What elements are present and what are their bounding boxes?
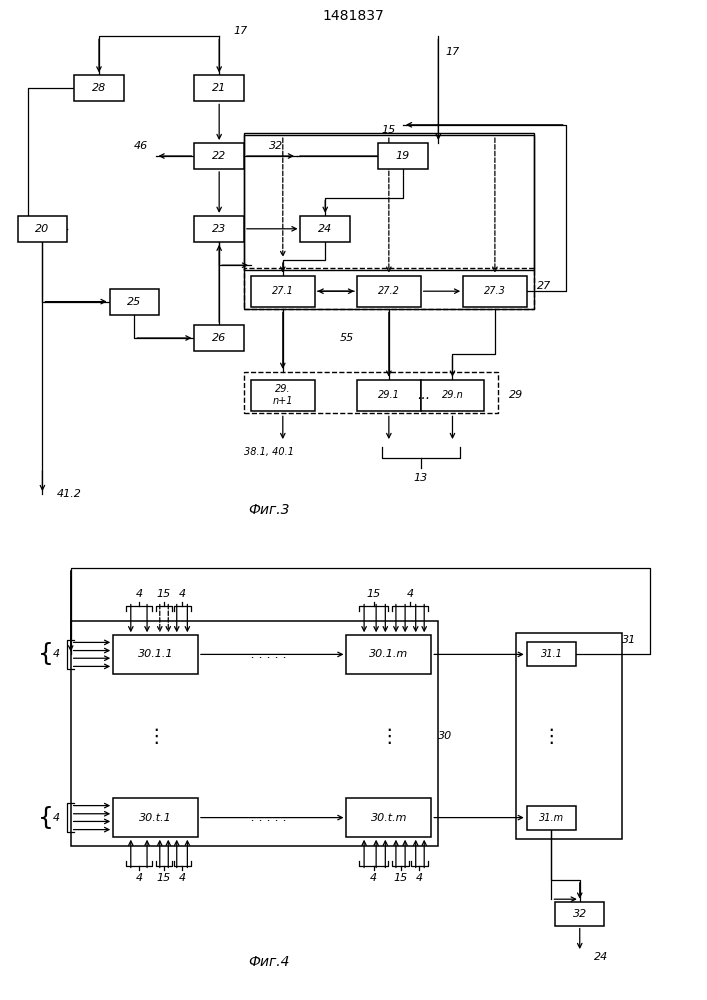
Text: 28: 28: [92, 83, 106, 93]
Text: 4: 4: [179, 589, 186, 599]
Text: 31.1: 31.1: [541, 649, 562, 659]
Text: 30.1.m: 30.1.m: [369, 649, 409, 659]
Bar: [378, 143, 428, 169]
Text: 22: 22: [212, 151, 226, 161]
Text: 4: 4: [135, 589, 143, 599]
Text: 13: 13: [414, 473, 428, 483]
Bar: [194, 143, 244, 169]
Text: ⋮: ⋮: [379, 726, 399, 746]
Text: 30.1.1: 30.1.1: [138, 649, 173, 659]
Text: ⋮: ⋮: [146, 726, 165, 746]
Bar: [251, 276, 315, 307]
Bar: [555, 902, 604, 926]
Bar: [346, 798, 431, 837]
Bar: [244, 372, 498, 413]
Bar: [18, 216, 67, 242]
Text: 19: 19: [396, 151, 410, 161]
Text: 31: 31: [622, 635, 636, 645]
Bar: [527, 642, 576, 666]
Text: 4: 4: [407, 589, 414, 599]
Text: 21: 21: [212, 83, 226, 93]
Bar: [244, 133, 534, 309]
Bar: [463, 276, 527, 307]
Text: Фиг.4: Фиг.4: [248, 955, 289, 969]
Text: 4: 4: [135, 873, 143, 883]
Text: 15: 15: [393, 873, 408, 883]
Bar: [113, 635, 198, 674]
Text: Фиг.3: Фиг.3: [248, 503, 289, 517]
Bar: [357, 276, 421, 307]
Text: 27.1: 27.1: [272, 286, 293, 296]
Text: 38.1, 40.1: 38.1, 40.1: [244, 447, 293, 457]
Text: . . . . .: . . . . .: [251, 648, 286, 661]
Text: 15: 15: [157, 873, 171, 883]
Bar: [244, 135, 534, 270]
Bar: [194, 216, 244, 242]
Bar: [516, 633, 622, 839]
Text: 27.3: 27.3: [484, 286, 506, 296]
Text: 20: 20: [35, 224, 49, 234]
Bar: [357, 380, 421, 411]
Text: 29: 29: [509, 390, 523, 400]
Text: 32: 32: [269, 141, 283, 151]
Text: . . . . .: . . . . .: [251, 811, 286, 824]
Text: 4: 4: [370, 873, 378, 883]
Text: 29.n: 29.n: [442, 390, 463, 400]
Text: 46: 46: [134, 141, 148, 151]
Bar: [194, 75, 244, 101]
Text: 4: 4: [416, 873, 423, 883]
Bar: [194, 325, 244, 351]
Text: 1481837: 1481837: [322, 9, 385, 23]
Text: 26: 26: [212, 333, 226, 343]
Text: {: {: [38, 642, 54, 666]
Text: 29.1: 29.1: [378, 390, 399, 400]
Text: 4: 4: [53, 649, 60, 659]
Text: 23: 23: [212, 224, 226, 234]
Bar: [421, 380, 484, 411]
Text: 30: 30: [438, 731, 452, 741]
Bar: [110, 289, 159, 315]
Text: 55: 55: [339, 333, 354, 343]
Text: 4: 4: [53, 813, 60, 823]
Text: 15: 15: [366, 589, 381, 599]
Bar: [346, 635, 431, 674]
Text: 24: 24: [594, 952, 608, 962]
Text: 41.2: 41.2: [57, 489, 81, 499]
Text: 17: 17: [445, 47, 460, 57]
Text: 30.t.m: 30.t.m: [370, 813, 407, 823]
Text: 27: 27: [537, 281, 551, 291]
Bar: [251, 380, 315, 411]
Bar: [300, 216, 350, 242]
Text: ⋮: ⋮: [542, 726, 561, 746]
Text: 29.
n+1: 29. n+1: [273, 384, 293, 406]
Bar: [527, 806, 576, 830]
Text: 30.t.1: 30.t.1: [139, 813, 172, 823]
Text: ...: ...: [418, 388, 431, 402]
Text: 4: 4: [179, 873, 186, 883]
Bar: [74, 75, 124, 101]
Text: 15: 15: [382, 125, 396, 135]
Text: 27.2: 27.2: [378, 286, 399, 296]
Text: 32: 32: [573, 909, 587, 919]
Bar: [244, 268, 534, 309]
Bar: [71, 621, 438, 846]
Bar: [113, 798, 198, 837]
Text: 24: 24: [318, 224, 332, 234]
Text: 31.m: 31.m: [539, 813, 564, 823]
Text: {: {: [38, 806, 54, 830]
Text: 25: 25: [127, 297, 141, 307]
Text: 17: 17: [233, 26, 247, 36]
Text: 15: 15: [157, 589, 171, 599]
